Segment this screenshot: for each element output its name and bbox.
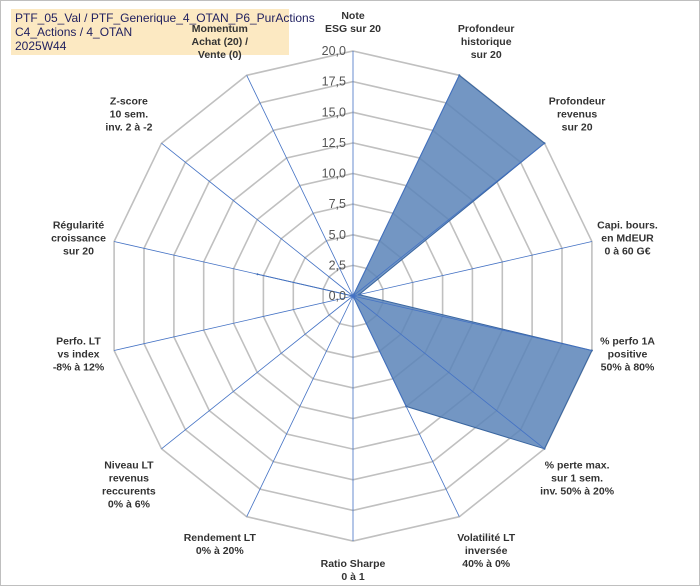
axis-label-line: sur 20 — [63, 245, 94, 257]
axis-label-line: ESG sur 20 — [325, 23, 381, 35]
axis-spoke — [352, 295, 545, 450]
tick-label: 7,5 — [329, 197, 346, 211]
axis-label-line: 10 sem. — [110, 108, 149, 120]
header-line-portfolio: PTF_05_Val / PTF_Generique_4_OTAN_P6_Pur… — [15, 11, 315, 25]
tick-label: 20,0 — [322, 44, 346, 58]
axis-label-line: positive — [608, 349, 648, 361]
axis-label-line: -8% à 12% — [53, 362, 105, 374]
axis-label: Ratio Sharpe 0 à 1 — [321, 558, 386, 583]
axis-label: Niveau LT revenus reccurents 0% à 6% — [102, 460, 156, 511]
axis-label-line: Z-score — [110, 95, 148, 107]
axis-label: Perfo. LT vs index -8% à 12% — [53, 336, 105, 374]
axis-label-line: sur 1 sem. — [551, 473, 603, 485]
axis-label: Note ESG sur 20 — [325, 10, 381, 35]
axis-label-line: 0 à 60 G€ — [604, 245, 650, 257]
series-polygon — [257, 74, 593, 450]
axis-label: % perte max. sur 1 sem. inv. 50% à 20% — [540, 460, 615, 498]
axis-label: Rendement LT 0% à 20% — [184, 532, 257, 557]
axis-spoke — [352, 295, 592, 351]
axis-label-line: historique — [461, 36, 512, 48]
axis-spoke — [352, 241, 592, 297]
axis-label-line: 0 à 1 — [341, 571, 365, 583]
axis-label-line: inversée — [465, 545, 508, 557]
axis-label-line: 50% à 80% — [601, 362, 655, 374]
axis-label-line: Capi. bours. — [597, 219, 658, 231]
axis-label-line: Note — [341, 10, 364, 22]
tick-label: 15,0 — [322, 105, 346, 119]
axis-spoke — [352, 295, 460, 517]
axis-label-line: Perfo. LT — [56, 336, 101, 348]
axis-label-line: Vente (0) — [198, 49, 242, 61]
axis-label-line: reccurents — [102, 486, 156, 498]
tick-label: 10,0 — [322, 167, 346, 181]
axis-label: Régularité croissance sur 20 — [51, 219, 106, 257]
axis-label: % perfo 1A positive 50% à 80% — [600, 336, 655, 374]
axis-label: Volatilité LT inversée 40% à 0% — [457, 532, 516, 570]
axis-label-line: Niveau LT — [104, 460, 154, 472]
axis-label-line: inv. 2 à -2 — [105, 121, 152, 133]
axis-label-line: Achat (20) / — [191, 36, 248, 48]
axis-label-line: croissance — [51, 232, 106, 244]
axis-label: Z-score 10 sem. inv. 2 à -2 — [105, 95, 152, 133]
axis-label-line: vs index — [57, 349, 99, 361]
tick-label: 12,5 — [322, 136, 346, 150]
axis-label: Profondeur revenus sur 20 — [549, 95, 606, 133]
axis-label-line: Volatilité LT — [457, 532, 516, 544]
axis-label-line: Régularité — [53, 219, 105, 231]
axis-label: Momentum Achat (20) / Vente (0) — [191, 23, 248, 61]
axis-label: Capi. bours. en MdEUR 0 à 60 G€ — [597, 219, 658, 257]
axis-label-line: % perfo 1A — [600, 336, 655, 348]
axis-spoke — [246, 75, 354, 297]
axis-label-line: Ratio Sharpe — [321, 558, 386, 570]
axis-label-line: Profondeur — [549, 95, 606, 107]
axis-label-line: revenus — [109, 473, 149, 485]
header-line-category: C4_Actions / 4_OTAN — [15, 25, 133, 39]
header-line-week: 2025W44 — [15, 39, 67, 53]
axis-spoke — [114, 241, 354, 297]
axis-label-line: 0% à 6% — [108, 499, 151, 511]
axis-label-line: sur 20 — [471, 49, 502, 61]
tick-label: 0,0 — [329, 289, 346, 303]
axis-label-line: en MdEUR — [601, 232, 654, 244]
axis-label-line: sur 20 — [562, 121, 593, 133]
axis-label: Profondeur historique sur 20 — [458, 23, 515, 61]
chart-header-box: PTF_05_Val / PTF_Generique_4_OTAN_P6_Pur… — [11, 9, 315, 55]
axis-label-line: revenus — [557, 108, 597, 120]
axis-label-line: Momentum — [192, 23, 248, 35]
axis-label-line: inv. 50% à 20% — [540, 486, 615, 498]
tick-label: 5,0 — [329, 228, 346, 242]
axis-label-line: Profondeur — [458, 23, 515, 35]
axis-spoke — [161, 142, 354, 297]
tick-label: 17,5 — [322, 75, 346, 89]
axis-label-line: 40% à 0% — [462, 558, 511, 570]
axis-label-line: 0% à 20% — [196, 545, 245, 557]
axis-spoke — [161, 295, 354, 450]
axis-spoke — [114, 295, 354, 351]
axis-spoke — [352, 75, 460, 297]
tick-label: 2,5 — [329, 258, 346, 272]
axis-label-line: % perte max. — [545, 460, 610, 472]
axis-label-line: Rendement LT — [184, 532, 257, 544]
axis-spoke — [246, 295, 354, 517]
axis-spoke — [352, 142, 545, 297]
